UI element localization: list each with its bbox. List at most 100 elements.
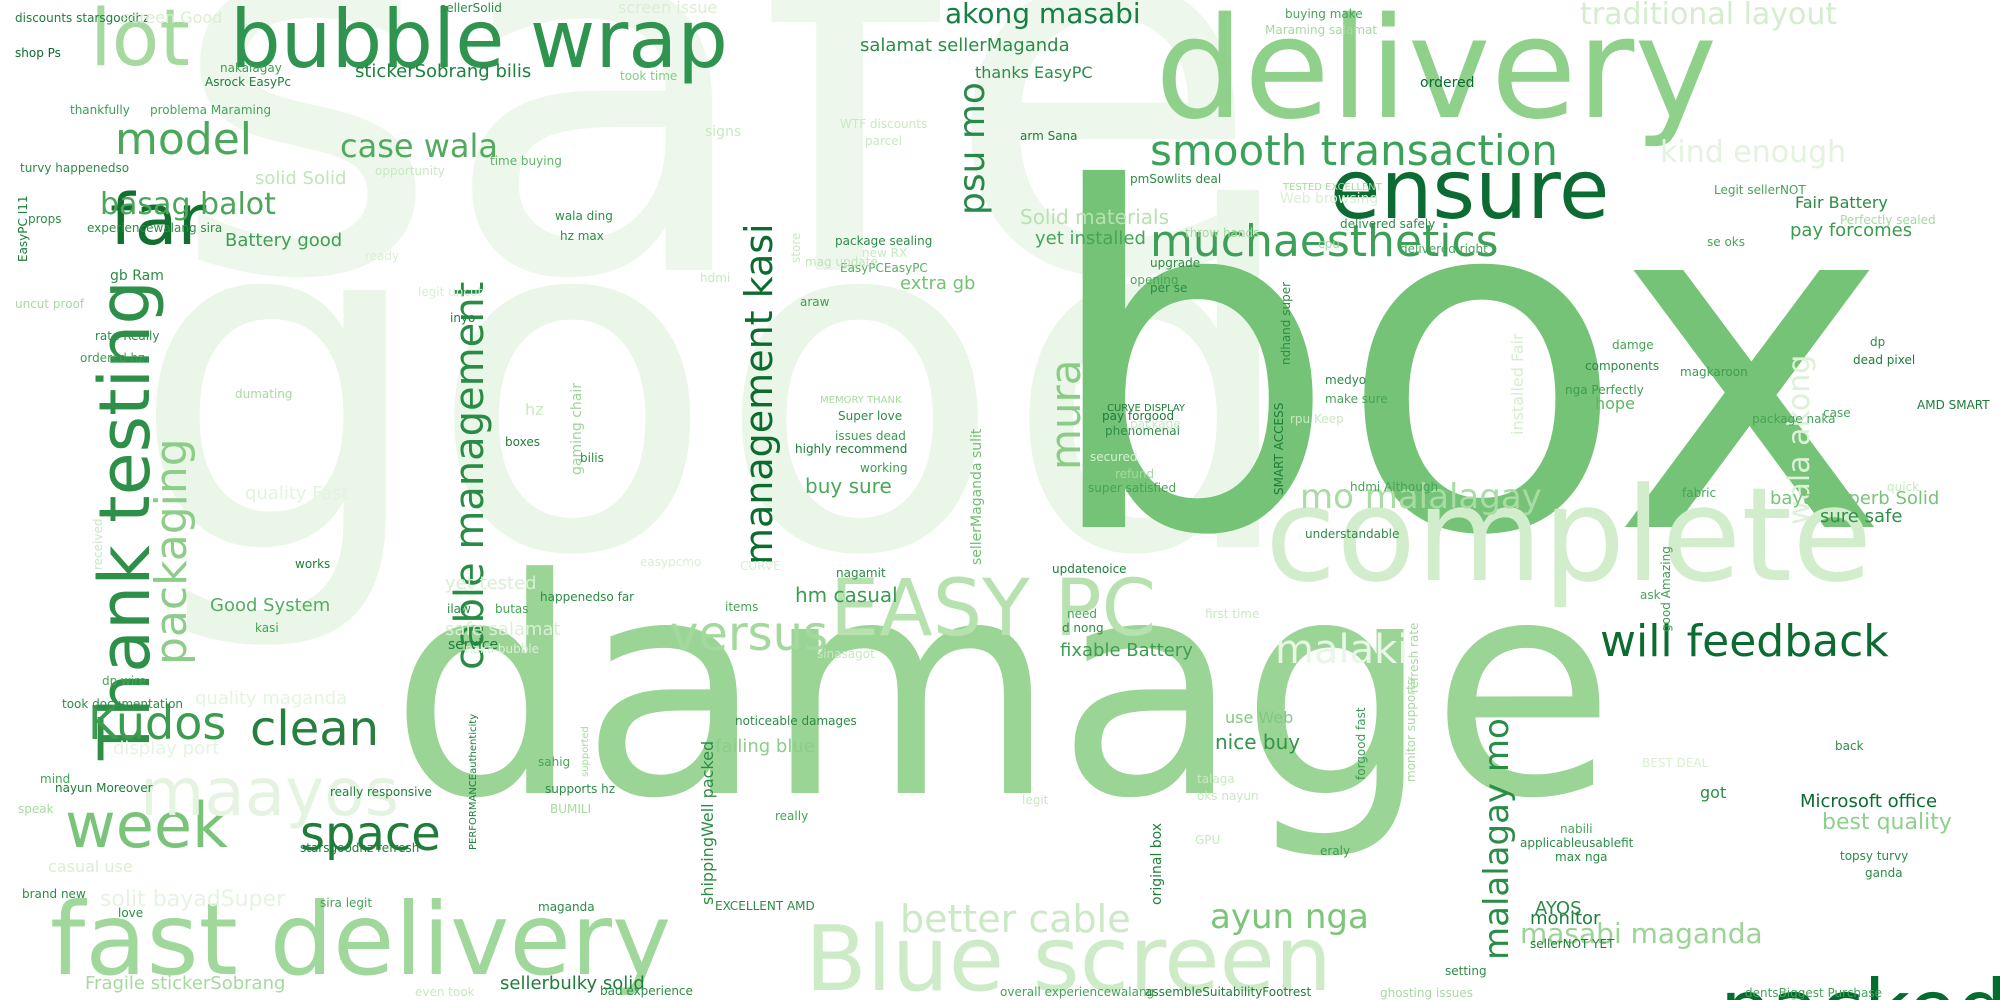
word-supported: supported bbox=[580, 726, 591, 777]
word-items: items bbox=[725, 600, 759, 614]
word-issues-dead: issues dead bbox=[835, 429, 906, 443]
word-pay-forgood: pay forgood bbox=[1102, 409, 1175, 423]
word-need: need bbox=[1067, 607, 1097, 621]
word-nga-perfectly: nga Perfectly bbox=[1565, 383, 1644, 397]
word-fixable-battery: fixable Battery bbox=[1060, 640, 1193, 661]
word-best-deal: BEST DEAL bbox=[1642, 756, 1709, 770]
word-week: week bbox=[65, 789, 228, 862]
word-display-port: display port bbox=[113, 738, 220, 759]
word-speak: speak bbox=[18, 802, 54, 816]
word-microsoft-office: Microsoft office bbox=[1800, 791, 1938, 812]
word-first-time: first time bbox=[1205, 607, 1260, 621]
word-uncut-proof: uncut proof bbox=[15, 297, 85, 311]
word-opportunity: opportunity bbox=[375, 164, 445, 178]
word-dp: dp bbox=[1870, 335, 1886, 349]
word-refund: refund bbox=[1115, 467, 1155, 481]
word-screen-good: screen Good bbox=[122, 8, 223, 27]
word-monitor: monitor bbox=[1530, 908, 1601, 929]
word-parcel: parcel bbox=[865, 134, 902, 148]
word-upgrade: upgrade bbox=[1150, 256, 1201, 270]
word-asrock-easypc: Asrock EasyPc bbox=[205, 75, 291, 89]
word-masabi-maganda: masabi maganda bbox=[1520, 917, 1763, 950]
word-rpu-keep: rpu Keep bbox=[1290, 412, 1344, 426]
word-delivered-safely: delivered safely bbox=[1340, 217, 1436, 231]
word-akong-masabi: akong masabi bbox=[945, 0, 1141, 30]
word-casual-use: casual use bbox=[48, 857, 133, 876]
word-package: package bbox=[1130, 417, 1181, 431]
word-maayos: maayos bbox=[140, 754, 400, 831]
word-happenedso-far: happenedso far bbox=[540, 590, 635, 604]
word-bad-experience: bad experience bbox=[600, 984, 693, 998]
word-fast-delivery: fast delivery bbox=[50, 881, 672, 998]
word-delivery: delivery bbox=[1155, 0, 1718, 151]
word-muchaesthetics: muchaesthetics bbox=[1150, 216, 1499, 267]
word-perfectly-sealed: Perfectly sealed bbox=[1840, 213, 1936, 227]
word-bayadsuperb-solid: bayadSuperb Solid bbox=[1770, 488, 1940, 509]
word-smart-access: SMART ACCESS bbox=[1272, 402, 1286, 495]
word-kudos: Kudos bbox=[88, 696, 227, 750]
word-kasi: kasi bbox=[255, 621, 279, 635]
word-curve: CURVE bbox=[740, 559, 781, 573]
word-highly-recommend: highly recommend bbox=[795, 442, 908, 456]
word-d-nong: d nong bbox=[1062, 621, 1104, 635]
word-salamat-sellermaganda: salamat sellerMaganda bbox=[860, 35, 1070, 56]
word-clean: clean bbox=[250, 701, 380, 757]
word-really: really bbox=[775, 809, 809, 823]
word-max-nga: max nga bbox=[1555, 850, 1608, 864]
word-eraly: eraly bbox=[1320, 844, 1351, 858]
word-se-oks: se oks bbox=[1707, 235, 1745, 249]
word-got: got bbox=[1700, 783, 1727, 802]
word-sure-safe: sure safe bbox=[1820, 506, 1903, 527]
word-packed: packed bbox=[1720, 970, 2000, 1000]
word-solid-solid: solid Solid bbox=[255, 168, 347, 189]
word-safe-salamat: safe salamat bbox=[445, 619, 561, 640]
word-experiencewalang-sira: experiencewalang sira bbox=[87, 221, 223, 235]
word-hdmi-although: hdmi Although bbox=[1350, 480, 1439, 494]
word-malalagay-mo: malalagay mo bbox=[1477, 718, 1517, 960]
word-smooth-transaction: smooth transaction bbox=[1150, 126, 1558, 175]
word-legit-uncut: legit uncut bbox=[418, 285, 483, 299]
word-buying-make: buying make bbox=[1285, 7, 1363, 21]
word-package-sealing: package sealing bbox=[835, 234, 933, 248]
word-lot: lot bbox=[90, 0, 190, 84]
word-talaga: talaga bbox=[1197, 772, 1235, 786]
word-delivered-right: delivered right bbox=[1400, 242, 1488, 256]
word-fragile-stickersobrang: Fragile stickerSobrang bbox=[85, 973, 286, 994]
word-back: back bbox=[1835, 739, 1864, 753]
word-use-web: use Web bbox=[1225, 708, 1294, 727]
word-time-buying: time buying bbox=[490, 154, 562, 168]
word-discounts-starsgoodhz: discounts starsgoodhz bbox=[15, 11, 150, 25]
word-good: good bbox=[130, 111, 1302, 658]
word-nabili: nabili bbox=[1560, 822, 1593, 836]
word-damage: damage bbox=[390, 515, 1616, 864]
word-medyo: medyo bbox=[1325, 373, 1367, 387]
word-psu-mo: psu mo bbox=[952, 82, 993, 215]
word-really-responsive: really responsive bbox=[330, 785, 432, 799]
word-dentsbiggest-purchase: dentsBiggest Purchase bbox=[1745, 986, 1883, 1000]
word-ganda: ganda bbox=[1865, 866, 1903, 880]
word-installed-fair: installed Fair bbox=[1508, 333, 1527, 435]
word-super-satisfied: super satisfied bbox=[1088, 481, 1177, 495]
word-arm-sana: arm Sana bbox=[1020, 129, 1078, 143]
word-battery-good: Battery good bbox=[225, 230, 343, 251]
word-case: case bbox=[1823, 406, 1851, 420]
word-ilaw: ilaw bbox=[447, 602, 471, 616]
word-buy-sure: buy sure bbox=[805, 474, 892, 498]
word-brand-new: brand new bbox=[22, 887, 86, 901]
word-make-sure: make sure bbox=[1325, 392, 1388, 406]
word-far: far bbox=[110, 179, 207, 261]
word-secured: secured bbox=[1090, 450, 1138, 464]
word-nagamit: nagamit bbox=[836, 566, 886, 580]
word-curve-display: CURVE DISPLAY bbox=[1107, 403, 1186, 414]
word-even-took: even took bbox=[415, 985, 475, 999]
word-easypc-i11: EasyPC I11 bbox=[16, 195, 30, 262]
word-mind: mind bbox=[40, 772, 71, 786]
word-sellerbulky-solid: sellerbulky solid bbox=[500, 973, 645, 994]
word-yet-installed: yet installed bbox=[1035, 228, 1146, 249]
word-understandable: understandable bbox=[1305, 527, 1400, 541]
word-excellent-amd: EXCELLENT AMD bbox=[715, 899, 815, 913]
word-good-system: Good System bbox=[210, 595, 331, 616]
word-basag-balot: basag balot bbox=[100, 187, 276, 222]
word-packaging: packaging bbox=[146, 438, 197, 665]
